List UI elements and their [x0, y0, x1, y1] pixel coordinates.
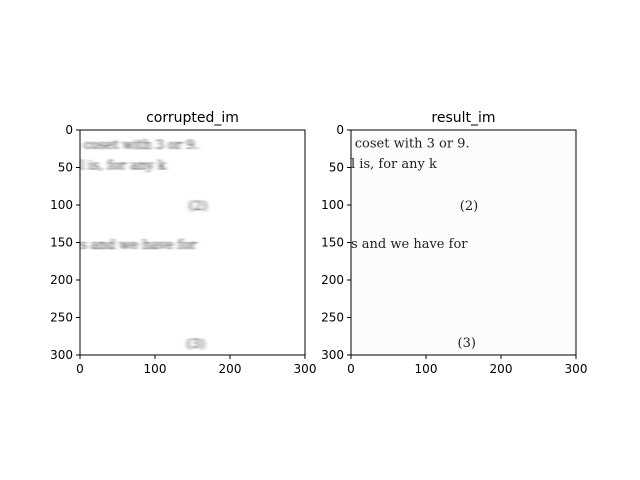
x-tick-label: 0 — [76, 362, 84, 376]
image-text-line: (2) — [189, 199, 207, 214]
x-tick-label: 200 — [219, 362, 242, 376]
y-tick-label: 0 — [336, 123, 344, 137]
y-tick-label: 100 — [50, 198, 73, 212]
x-tick-label: 100 — [415, 362, 438, 376]
y-tick-label: 250 — [50, 311, 73, 325]
image-content: coset with 3 or 9. l is, for any k (2) s an… — [351, 137, 478, 352]
y-tick-label: 50 — [329, 161, 344, 175]
x-tick-label: 100 — [144, 362, 167, 376]
image-background — [80, 130, 305, 355]
image-text-line: coset with 3 or 9. — [355, 137, 470, 152]
y-tick-label: 50 — [58, 161, 73, 175]
x-tick-label: 0 — [347, 362, 355, 376]
panel-title: corrupted_im — [146, 110, 239, 126]
y-tick-label: 0 — [65, 123, 73, 137]
y-tick-label: 200 — [321, 273, 344, 287]
panel-result_im: coset with 3 or 9. l is, for any k (2) s an… — [321, 110, 587, 376]
image-background — [351, 130, 576, 355]
image-text-line: l is, for any k — [80, 158, 166, 173]
x-tick-label: 300 — [565, 362, 588, 376]
y-tick-label: 300 — [321, 348, 344, 362]
image-text-line: (3) — [458, 336, 476, 351]
x-tick-label: 200 — [490, 362, 513, 376]
image-text-line: (2) — [460, 199, 478, 214]
x-tick-label: 300 — [294, 362, 317, 376]
image-text-line: s and we have for — [351, 237, 468, 252]
image-content: coset with 3 or 9. l is, for any k (2) s an… — [80, 138, 207, 352]
y-tick-label: 300 — [50, 348, 73, 362]
y-tick-label: 100 — [321, 198, 344, 212]
image-text-line: coset with 3 or 9. — [84, 138, 199, 153]
panel-title: result_im — [431, 110, 495, 126]
y-tick-label: 250 — [321, 311, 344, 325]
image-text-line: s and we have for — [80, 238, 197, 253]
image-text-line: l is, for any k — [351, 157, 437, 172]
y-tick-label: 150 — [50, 236, 73, 250]
image-text-line: (3) — [187, 337, 205, 352]
y-tick-label: 200 — [50, 273, 73, 287]
panel-corrupted_im: coset with 3 or 9. l is, for any k (2) s an… — [50, 110, 316, 376]
y-tick-label: 150 — [321, 236, 344, 250]
